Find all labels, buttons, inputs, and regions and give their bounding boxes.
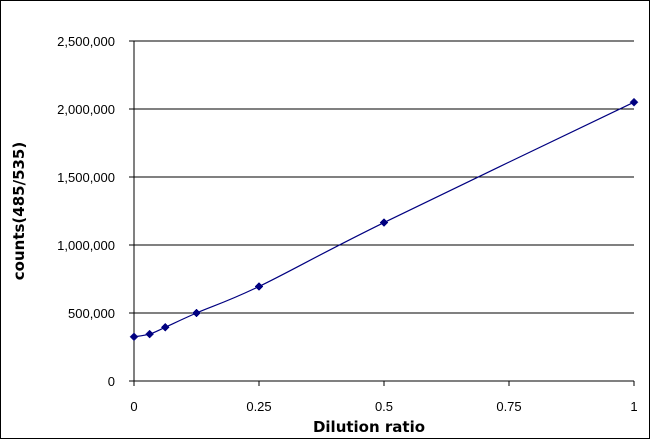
data-point <box>192 308 201 318</box>
x-tick-label: 0.75 <box>496 399 521 414</box>
x-tick-label: 0 <box>130 399 137 414</box>
x-tick-label: 1 <box>630 399 637 414</box>
data-point <box>129 332 139 342</box>
data-point <box>145 329 154 339</box>
tick-labels: 0 500,000 1,000,000 1,500,000 2,000,000 2,500… <box>57 34 637 414</box>
data-point <box>160 322 170 332</box>
series-layer <box>129 97 639 342</box>
x-axis-title: Dilution ratio <box>313 418 425 436</box>
y-tick-label: 0 <box>108 374 115 389</box>
grid-lines <box>134 40 634 314</box>
y-tick-label: 2,000,000 <box>57 102 115 117</box>
x-tick-label: 0.25 <box>246 399 271 414</box>
y-tick-label: 2,500,000 <box>57 34 115 49</box>
data-point <box>629 97 639 107</box>
data-point <box>254 282 264 291</box>
x-tick-label: 0.5 <box>375 399 393 414</box>
data-point <box>379 218 389 227</box>
y-tick-label: 500,000 <box>68 306 115 321</box>
y-axis-title: counts(485/535) <box>10 142 28 280</box>
y-tick-label: 1,500,000 <box>57 170 115 185</box>
y-tick-label: 1,000,000 <box>57 238 115 253</box>
axes <box>129 40 635 386</box>
